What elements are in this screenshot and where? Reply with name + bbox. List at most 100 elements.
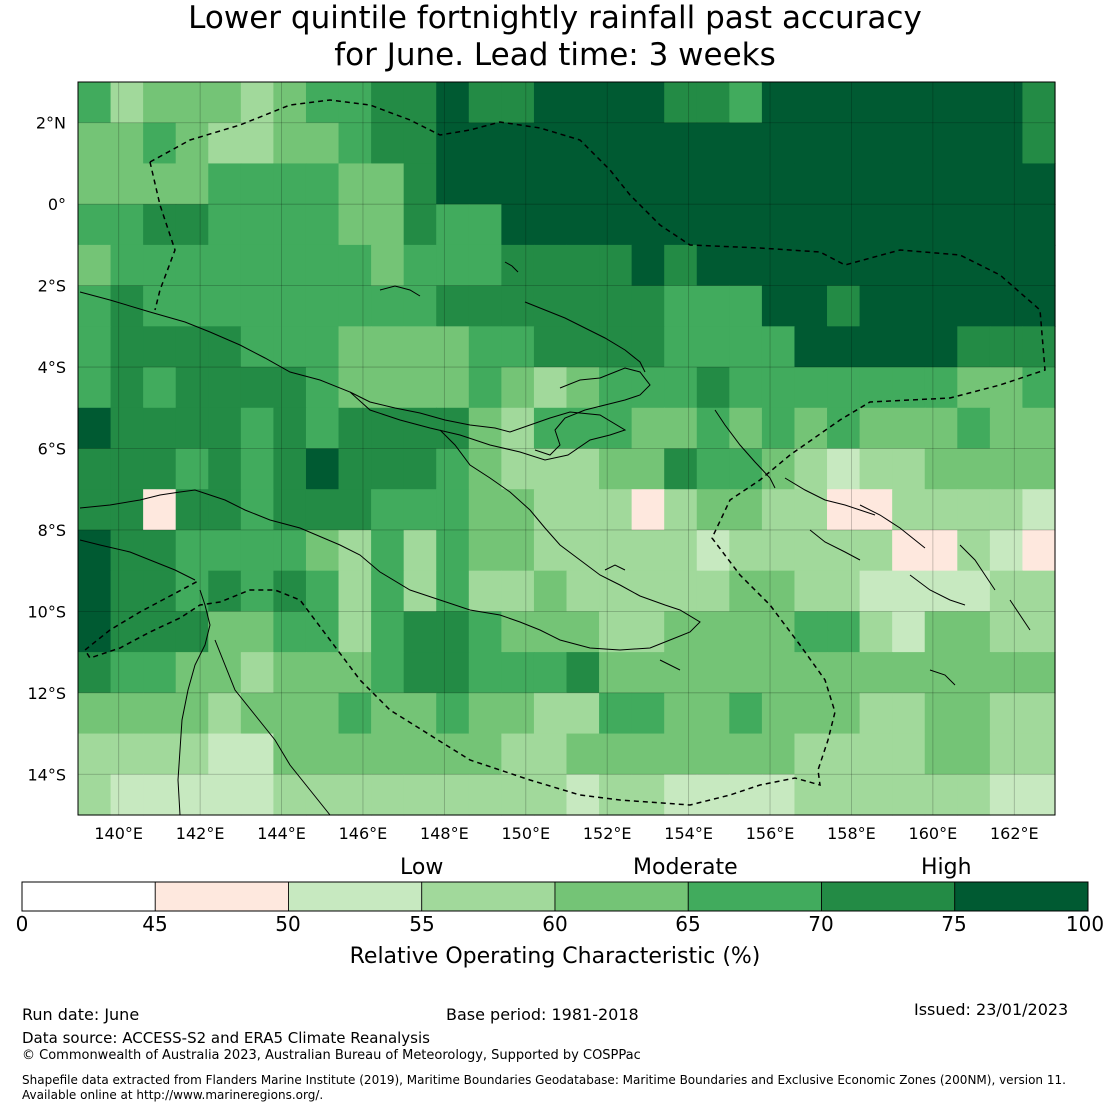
roc-cell: [78, 407, 112, 450]
roc-cell: [305, 163, 340, 205]
roc-cell: [501, 82, 535, 124]
roc-cell: [924, 367, 958, 409]
roc-cell: [599, 285, 633, 327]
run-date: Run date: June: [22, 1005, 140, 1024]
roc-cell: [436, 570, 470, 612]
colorbar-tick: 100: [1065, 912, 1105, 936]
roc-cell: [403, 652, 437, 694]
roc-cell: [468, 448, 502, 490]
roc-cell: [240, 244, 274, 287]
roc-cell: [501, 367, 535, 409]
roc-cell: [794, 611, 828, 653]
roc-cell: [696, 122, 730, 165]
roc-cell: [175, 244, 209, 287]
roc-cell: [729, 733, 763, 775]
roc-cell: [566, 82, 600, 124]
roc-cell: [208, 82, 242, 124]
roc-cell: [664, 448, 698, 490]
roc-cell: [305, 529, 340, 572]
roc-cell: [794, 652, 828, 694]
colorbar-tick: 75: [941, 912, 967, 936]
roc-cell: [143, 82, 177, 124]
roc-cell: [1022, 529, 1056, 572]
roc-cell: [599, 529, 633, 572]
roc-cell: [1022, 448, 1056, 490]
roc-cell: [892, 407, 926, 450]
roc-cell: [827, 529, 861, 572]
roc-cell: [599, 122, 633, 165]
roc-cell: [794, 529, 828, 572]
roc-cell: [729, 529, 763, 572]
roc-cell: [957, 733, 991, 775]
roc-cell: [468, 611, 502, 653]
roc-cell: [924, 733, 958, 775]
roc-cell: [924, 652, 958, 694]
latitude-tick-label: 8°S: [38, 521, 66, 540]
latitude-tick-label: 0°: [48, 195, 66, 214]
roc-cell: [338, 611, 372, 653]
longitude-tick-label: 154°E: [664, 824, 713, 843]
roc-cell: [208, 489, 242, 531]
roc-cell: [827, 611, 861, 653]
roc-cell: [827, 122, 861, 165]
latitude-tick-label: 2°N: [36, 114, 66, 133]
roc-cell: [273, 244, 307, 287]
roc-cell: [371, 448, 405, 490]
roc-cell: [78, 652, 112, 694]
roc-cell: [566, 285, 600, 327]
roc-cell: [664, 204, 698, 246]
roc-cell: [1022, 407, 1056, 450]
roc-cell: [696, 285, 730, 327]
roc-cell: [143, 692, 177, 735]
roc-cell: [501, 326, 535, 368]
roc-cell: [892, 489, 926, 531]
roc-cell: [175, 122, 209, 165]
roc-cell: [989, 244, 1024, 287]
longitude-tick-label: 152°E: [583, 824, 632, 843]
roc-cell: [436, 326, 470, 368]
roc-cell: [892, 163, 926, 205]
roc-cell: [827, 367, 861, 409]
roc-cell: [924, 692, 958, 735]
roc-cell: [989, 489, 1024, 531]
roc-cell: [729, 326, 763, 368]
longitude-tick-labels: 140°E 142°E 144°E 146°E 148°E 150°E 152°E 154°E…: [94, 824, 1038, 843]
roc-cell: [989, 285, 1024, 327]
roc-cell: [533, 529, 568, 572]
roc-cell: [1022, 122, 1056, 165]
roc-cell: [566, 733, 600, 775]
roc-cell: [501, 570, 535, 612]
roc-cell: [78, 611, 112, 653]
roc-cell: [273, 733, 307, 775]
roc-cell: [827, 407, 861, 450]
roc-cell: [566, 529, 600, 572]
roc-cell: [533, 122, 568, 165]
roc-cell: [110, 367, 144, 409]
roc-cell: [143, 326, 177, 368]
roc-cell: [501, 652, 535, 694]
roc-cell: [566, 204, 600, 246]
roc-cell: [240, 489, 274, 531]
roc-cell: [110, 122, 144, 165]
roc-cell: [729, 692, 763, 735]
roc-cell: [143, 163, 177, 205]
roc-cell: [371, 326, 405, 368]
roc-cell: [924, 204, 958, 246]
roc-cell: [78, 326, 112, 368]
roc-cell: [110, 285, 144, 327]
roc-cell: [338, 448, 372, 490]
roc-cell: [305, 285, 340, 327]
roc-cell: [273, 774, 307, 816]
roc-cell: [957, 407, 991, 450]
roc-cell: [794, 122, 828, 165]
roc-cell: [664, 733, 698, 775]
roc-cell: [599, 367, 633, 409]
colorbar-swatch: [154, 881, 289, 912]
roc-cell: [957, 163, 991, 205]
roc-cell: [208, 692, 242, 735]
roc-cell: [533, 163, 568, 205]
roc-cell: [468, 733, 502, 775]
roc-cell: [468, 163, 502, 205]
roc-cell: [761, 122, 796, 165]
roc-cell: [273, 489, 307, 531]
